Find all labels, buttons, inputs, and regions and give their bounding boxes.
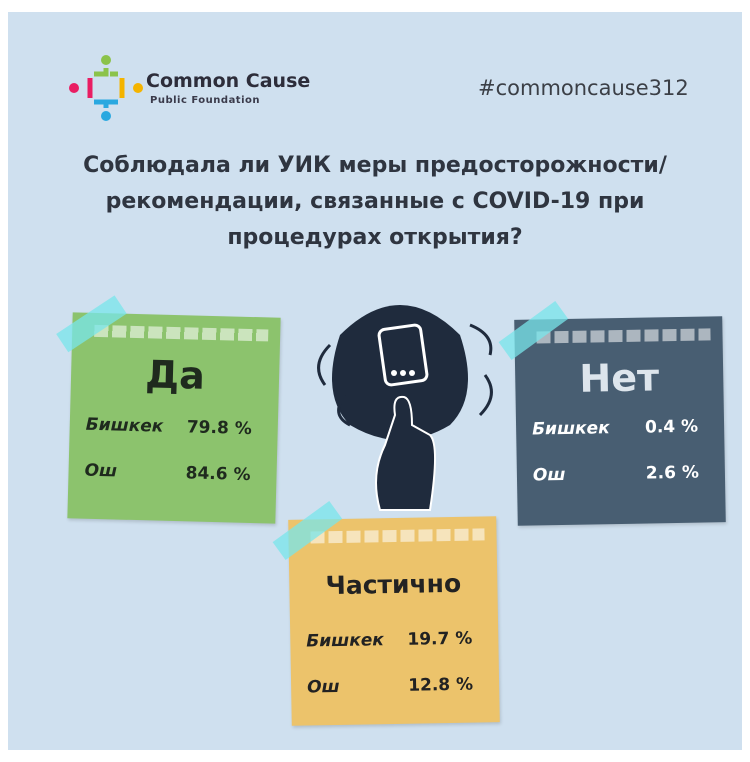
hashtag: #commoncause312 [478, 76, 689, 100]
row-label: Ош [306, 676, 340, 698]
card-row: Ош 84.6 % [84, 461, 261, 485]
card-decoration [310, 528, 485, 544]
question-line: рекомендации, связанные с COVID-19 при [105, 189, 645, 214]
card-row: Бишкек 79.8 % [86, 415, 262, 439]
row-label: Ош [84, 460, 118, 482]
card-title: Нет [579, 355, 660, 401]
card-row: Ош 2.6 % [533, 462, 709, 486]
logo-icon [69, 55, 143, 121]
row-label: Бишкек [85, 414, 164, 437]
row-value: 79.8 % [186, 417, 252, 440]
logo-subtitle: Public Foundation [150, 95, 261, 106]
card-partial: Частично Бишкек 19.7 % Ош 12.8 % [272, 501, 500, 726]
card-decoration [536, 328, 711, 344]
row-label: Ош [532, 464, 566, 486]
row-label: Бишкек [306, 630, 385, 652]
logo-name: Common Cause [146, 70, 311, 92]
row-value: 19.7 % [407, 628, 473, 650]
row-label: Бишкек [531, 418, 610, 440]
row-value: 2.6 % [645, 462, 700, 484]
card-decoration [94, 324, 269, 342]
row-value: 12.8 % [408, 674, 474, 696]
card-title: Частично [325, 568, 462, 601]
question-line: процедурах открытия? [227, 225, 523, 250]
card-row: Бишкек 19.7 % [306, 628, 482, 652]
row-value: 84.6 % [185, 463, 251, 486]
question-line: Соблюдала ли УИК меры предосторожности/ [83, 153, 667, 178]
question: Соблюдала ли УИК меры предосторожности/ … [60, 148, 690, 256]
card-no: Нет Бишкек 0.4 % Ош 2.6 % [498, 301, 726, 526]
card-yes: Да Бишкек 79.8 % Ош 84.6 % [56, 295, 281, 524]
card-row: Бишкек 0.4 % [532, 416, 708, 440]
row-value: 0.4 % [644, 416, 699, 438]
mask-illustration [317, 305, 493, 511]
card-title: Да [144, 352, 206, 398]
card-row: Ош 12.8 % [307, 674, 483, 698]
